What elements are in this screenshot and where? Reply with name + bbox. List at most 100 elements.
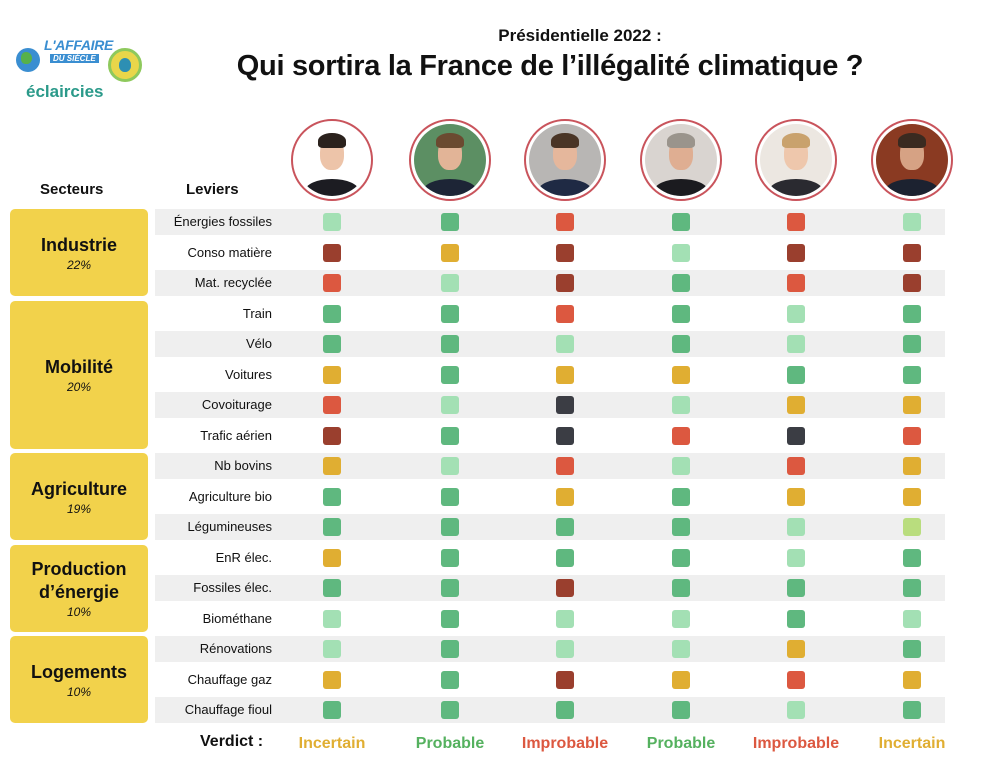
rating-cell	[787, 640, 805, 658]
lever-label: Agriculture bio	[188, 488, 272, 504]
logo-text-siecle: DU SIÈCLE	[50, 54, 99, 63]
candidate-portrait-3	[524, 119, 606, 201]
rating-cell	[672, 243, 690, 262]
rating-cell	[323, 579, 341, 597]
lever-label: Rénovations	[199, 641, 272, 656]
rating-cell	[323, 670, 341, 689]
rating-cell	[903, 518, 921, 536]
lever-label: Chauffage gaz	[187, 671, 272, 687]
rating-cell	[672, 640, 690, 658]
table-row: Conso matière	[155, 240, 945, 266]
table-row: Énergies fossiles	[155, 209, 945, 235]
table-row: Train	[155, 301, 945, 327]
levers-header: Leviers	[186, 181, 239, 198]
logo-text-affaire: L'AFFAIRE	[44, 37, 114, 53]
rating-cell	[672, 274, 690, 292]
rating-cell	[556, 304, 574, 323]
rating-cell	[672, 304, 690, 323]
rating-cell	[903, 609, 921, 628]
sector-name: Logements	[30, 661, 127, 682]
rating-cell	[672, 335, 690, 353]
rating-cell	[323, 518, 341, 536]
portrait-photo	[414, 124, 486, 196]
table-row: Agriculture bio	[155, 484, 945, 510]
rating-cell	[441, 335, 459, 353]
candidate-portrait-6	[871, 119, 953, 201]
table-row: Mat. recyclée	[155, 270, 945, 296]
lever-label: Trafic aérien	[200, 427, 272, 443]
sector-name: Production d’énergie	[31, 558, 127, 602]
rating-cell	[441, 670, 459, 689]
rating-cell	[556, 670, 574, 689]
lever-label: Train	[242, 305, 272, 321]
rating-cell	[787, 487, 805, 506]
rating-cell	[672, 426, 690, 445]
rating-cell	[441, 457, 459, 475]
verdict-label: Verdict :	[200, 733, 264, 750]
logo-text-eclaircies: éclaircies	[26, 82, 104, 101]
table-row: Rénovations	[155, 636, 945, 662]
portrait-photo	[529, 124, 601, 196]
rating-cell	[787, 701, 805, 719]
rating-cell	[441, 548, 459, 567]
rating-cell	[903, 701, 921, 719]
rating-cell	[323, 487, 341, 506]
verdict-3: Improbable	[521, 735, 609, 752]
rating-cell	[672, 213, 690, 231]
rating-cell	[441, 518, 459, 536]
table-row: Trafic aérien	[155, 423, 945, 449]
rating-cell	[441, 701, 459, 719]
table-row: Chauffage fioul	[155, 697, 945, 723]
rating-cell	[787, 304, 805, 323]
rating-cell	[323, 457, 341, 475]
rating-cell	[323, 243, 341, 262]
rating-cell	[441, 487, 459, 506]
rating-cell	[672, 609, 690, 628]
rating-cell	[441, 579, 459, 597]
table-row: Vélo	[155, 331, 945, 357]
rating-cell	[672, 518, 690, 536]
rating-cell	[787, 579, 805, 597]
page-title: Qui sortira la France de l’illégalité cl…	[236, 50, 864, 82]
candidate-portrait-4	[640, 119, 722, 201]
rating-cell	[556, 457, 574, 475]
lever-label: Fossiles élec.	[193, 580, 272, 595]
table-row: Fossiles élec.	[155, 575, 945, 601]
verdict-1: Incertain	[298, 735, 366, 752]
table-row: Voitures	[155, 362, 945, 388]
rating-cell	[323, 274, 341, 292]
sector-share: 19%	[66, 501, 92, 516]
sector-name: Industrie	[40, 234, 117, 255]
rating-cell	[672, 579, 690, 597]
lever-label: Nb bovins	[214, 458, 272, 473]
rating-cell	[441, 274, 459, 292]
rating-cell	[787, 518, 805, 536]
lever-label: Conso matière	[187, 244, 272, 260]
rating-cell	[903, 548, 921, 567]
sector-share: 10%	[66, 604, 92, 619]
sector-name: Mobilité	[45, 356, 113, 377]
verdict-4: Probable	[646, 735, 716, 752]
rating-cell	[903, 365, 921, 384]
table-row: Covoiturage	[155, 392, 945, 418]
sector-2: Mobilité 20%	[10, 300, 148, 449]
rating-cell	[441, 640, 459, 658]
sector-name: Agriculture	[30, 478, 127, 499]
rating-cell	[323, 426, 341, 445]
candidate-portrait-1	[291, 119, 373, 201]
rating-cell	[556, 548, 574, 567]
lever-label: Covoiturage	[201, 397, 272, 412]
rating-cell	[672, 457, 690, 475]
candidate-portrait-2	[409, 119, 491, 201]
rating-cell	[441, 365, 459, 384]
lever-label: Chauffage fioul	[184, 702, 272, 717]
sector-share: 10%	[66, 684, 92, 699]
rating-cell	[556, 487, 574, 506]
lever-label: Mat. recyclée	[194, 275, 272, 290]
rating-cell	[441, 396, 459, 414]
rating-cell	[787, 457, 805, 475]
rating-cell	[323, 213, 341, 231]
sector-share: 20%	[66, 379, 92, 394]
rating-cell	[787, 396, 805, 414]
rating-cell	[323, 304, 341, 323]
